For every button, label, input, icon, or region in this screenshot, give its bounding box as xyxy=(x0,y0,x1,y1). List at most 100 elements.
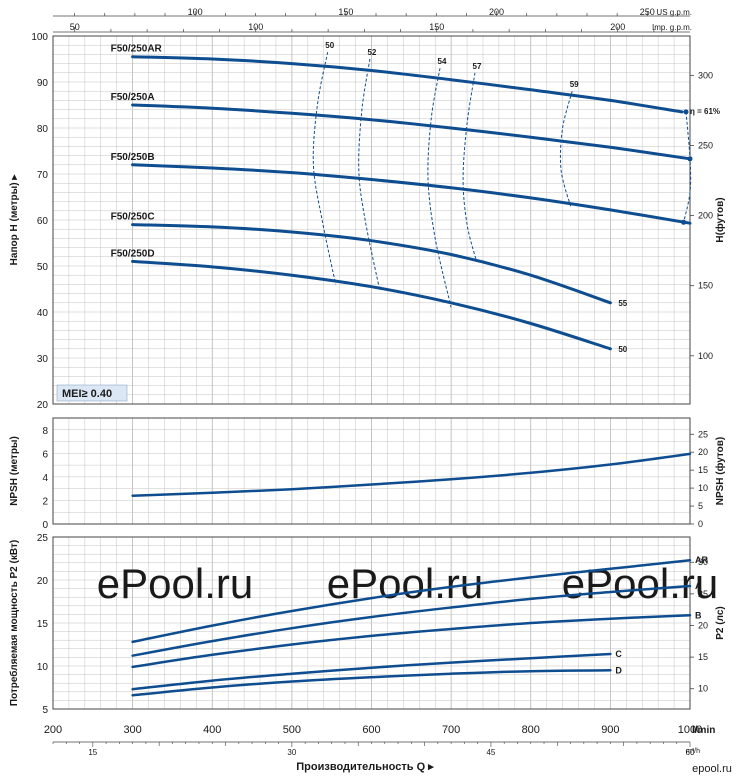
x-lmin-tick-label: 700 xyxy=(442,724,460,736)
head-series-label: F50/250C xyxy=(111,212,155,223)
x-lmin-tick-label: 600 xyxy=(362,724,380,736)
power-curve-d xyxy=(131,669,612,697)
efficiency-point xyxy=(683,109,689,115)
efficiency-curve xyxy=(312,52,337,285)
head-left-tick-label: 90 xyxy=(37,78,49,89)
efficiency-curve xyxy=(358,58,380,290)
npsh-left-tick-label: 0 xyxy=(42,520,48,531)
head-end-label: 55 xyxy=(618,299,627,308)
head-left-tick-label: 100 xyxy=(31,32,48,43)
power-curve-ar xyxy=(131,558,692,644)
head-end-label: 50 xyxy=(618,345,627,354)
x-lmin-tick-label: 200 xyxy=(44,724,62,736)
head-curve-f50-250c xyxy=(131,223,612,305)
head-left-tick-label: 80 xyxy=(37,124,49,135)
x-lmin-tick-label: 1000 xyxy=(678,724,702,736)
npsh-right-tick-label: 15 xyxy=(698,465,708,475)
text-layer: 100 150 200 250 US g.p.m.50 100 150 200 Imp. g.p… xyxy=(8,7,732,775)
watermark-layer: ePool.ru ePool.ru ePool.ru xyxy=(97,560,718,607)
x-m3h-tick-label: 15 xyxy=(88,748,97,757)
efficiency-label: 52 xyxy=(367,48,376,57)
x-lmin-tick-label: 400 xyxy=(203,724,221,736)
npsh-panel-frame xyxy=(52,417,691,525)
head-curve-f50-250a xyxy=(131,103,692,161)
grid-layer xyxy=(52,11,694,747)
efficiency-label: 57 xyxy=(473,62,482,71)
head-series-label: F50/250AR xyxy=(111,44,163,55)
head-left-tick-label: 30 xyxy=(37,354,49,365)
npsh-curve-npsh xyxy=(131,452,692,497)
npsh-right-tick-label: 20 xyxy=(698,447,708,457)
npsh-left-tick-label: 8 xyxy=(42,426,48,437)
head-left-tick-label: 60 xyxy=(37,216,49,227)
impgpm-tick-label: 200 xyxy=(610,22,625,32)
curve-layer xyxy=(131,52,693,697)
power-series-label: D xyxy=(615,665,622,675)
head-left-tick-label: 50 xyxy=(37,262,49,273)
npsh-left-tick-label: 4 xyxy=(42,473,48,484)
impgpm-unit-label: Imp. g.p.m. xyxy=(652,23,692,32)
usgpm-tick-label: 250 xyxy=(640,7,655,17)
head-panel-frame xyxy=(52,35,691,405)
power-left-tick-label: 20 xyxy=(37,576,49,587)
power-curve-a xyxy=(131,584,692,657)
power-curve-c xyxy=(131,652,612,691)
watermark-text: ePool.ru xyxy=(562,560,718,607)
efficiency-curve xyxy=(427,68,452,308)
impgpm-tick-label: 50 xyxy=(70,22,80,32)
usgpm-tick-label: 150 xyxy=(338,7,353,17)
efficiency-label: η = 61% xyxy=(690,107,720,116)
power-series-label: C xyxy=(615,649,622,659)
efficiency-label: 50 xyxy=(325,41,334,50)
corner-logo: epool.ru xyxy=(692,763,732,775)
usgpm-tick-label: 200 xyxy=(489,7,504,17)
efficiency-label: 54 xyxy=(438,57,447,66)
power-series-label: B xyxy=(695,610,702,620)
power-left-tick-label: 5 xyxy=(42,705,48,716)
power-series-label: AR xyxy=(695,555,708,565)
power-left-tick-label: 15 xyxy=(37,619,49,630)
head-left-tick-label: 20 xyxy=(37,400,49,411)
efficiency-point xyxy=(681,219,687,225)
mei-label: MEI≥ 0.40 xyxy=(62,388,112,400)
x-m3h-tick-label: 30 xyxy=(287,748,296,757)
usgpm-tick-label: 100 xyxy=(188,7,203,17)
head-curve-f50-250ar xyxy=(131,55,684,114)
power-curve-b xyxy=(131,614,692,669)
x-lmin-tick-label: 800 xyxy=(522,724,540,736)
npsh-right-tick-label: 5 xyxy=(698,501,703,511)
impgpm-tick-label: 100 xyxy=(248,22,263,32)
usgpm-unit-label: US g.p.m. xyxy=(656,8,692,17)
head-curve-f50-250d xyxy=(131,259,612,351)
head-ylabel: Напор H (метры) ▸ xyxy=(9,174,20,266)
efficiency-curve xyxy=(462,72,478,262)
power-panel-frame xyxy=(52,536,691,710)
mei-box xyxy=(56,384,128,402)
head-ylabel-right: H(футов) xyxy=(714,197,726,242)
x-m3h-tick-label: 45 xyxy=(486,748,495,757)
x-lmin-unit-label: l/min xyxy=(692,725,715,736)
npsh-right-tick-label: 10 xyxy=(698,483,708,493)
watermark-text: ePool.ru xyxy=(327,560,483,607)
efficiency-label: 59 xyxy=(570,80,579,89)
power-series-label: A xyxy=(695,581,702,591)
npsh-ylabel-right: NPSH (футов) xyxy=(714,437,726,506)
power-right-tick-label: 15 xyxy=(698,652,708,662)
head-right-tick-label: 300 xyxy=(698,70,713,80)
efficiency-curve xyxy=(683,111,692,223)
x-lmin-tick-label: 300 xyxy=(123,724,141,736)
head-series-label: F50/250A xyxy=(111,92,155,103)
efficiency-curve xyxy=(559,91,573,207)
head-left-tick-label: 70 xyxy=(37,170,49,181)
power-ylabel: Потребляемая мощность P2 (кВт) xyxy=(8,540,20,706)
npsh-right-tick-label: 0 xyxy=(698,519,703,529)
npsh-left-tick-label: 2 xyxy=(42,496,48,507)
head-series-label: F50/250B xyxy=(111,152,155,163)
power-right-tick-label: 30 xyxy=(698,557,708,567)
power-left-tick-label: 10 xyxy=(37,662,49,673)
head-left-tick-label: 40 xyxy=(37,308,49,319)
head-right-tick-label: 250 xyxy=(698,140,713,150)
x-lmin-tick-label: 900 xyxy=(601,724,619,736)
impgpm-tick-label: 150 xyxy=(429,22,444,32)
